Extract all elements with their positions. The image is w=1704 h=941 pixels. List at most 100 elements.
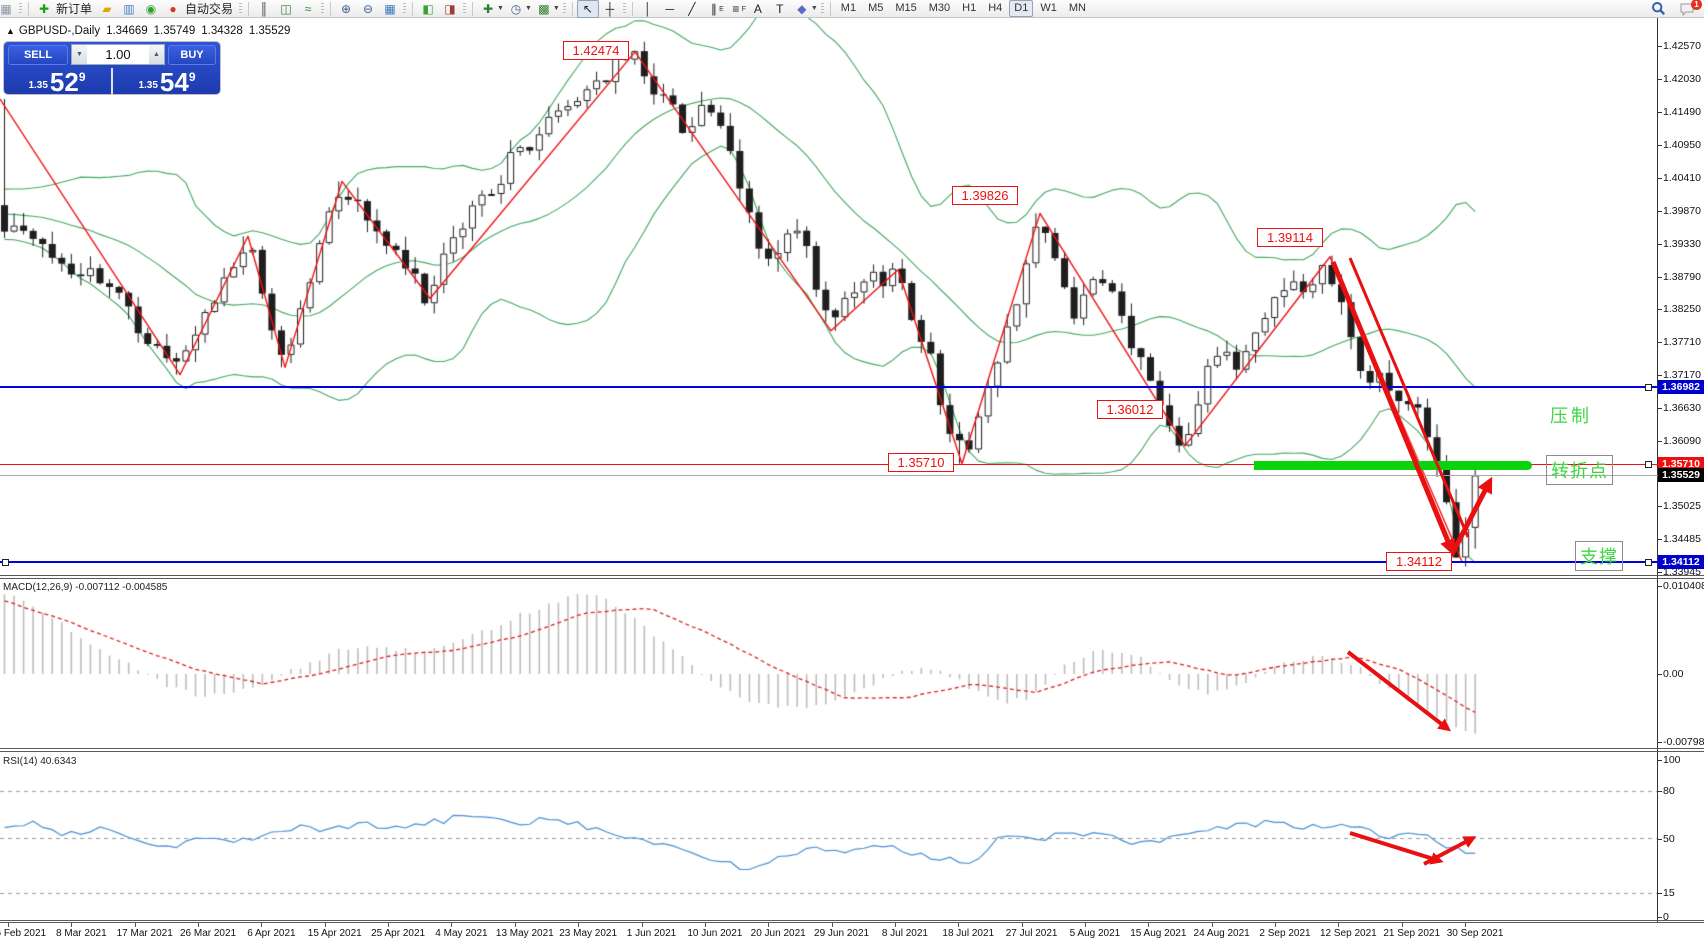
date-label: 4 May 2021 xyxy=(435,928,488,939)
date-tick xyxy=(1148,923,1150,927)
support-line-1.34112[interactable] xyxy=(0,561,1658,563)
date-label: 2 Sep 2021 xyxy=(1259,928,1311,939)
quote-collapse-toggle[interactable]: ▲ xyxy=(6,26,15,36)
date-label: 1 Jun 2021 xyxy=(626,928,677,939)
support-line-1.34112-handle[interactable] xyxy=(1645,558,1652,566)
price-axis-tick: 1.39870 xyxy=(1658,204,1701,217)
date-tick xyxy=(71,923,73,927)
swing-price-tag-1.39114[interactable]: 1.39114 xyxy=(1257,228,1323,247)
price-axis-tick: 1.41490 xyxy=(1658,105,1701,118)
date-tick xyxy=(831,923,833,927)
price-axis-tick: 1.37170 xyxy=(1658,369,1701,382)
buy-price-big: 54 xyxy=(159,67,189,97)
price-axis-tick: 1.37710 xyxy=(1658,336,1701,349)
turning-point-highlight-bar[interactable] xyxy=(1254,461,1532,470)
sell-button[interactable]: SELL xyxy=(8,45,68,65)
date-tick xyxy=(1465,923,1467,927)
ohlc-high: 1.35749 xyxy=(153,25,196,37)
date-tick xyxy=(1338,923,1340,927)
date-label: 20 Jun 2021 xyxy=(750,928,806,939)
date-tick xyxy=(1275,923,1276,927)
date-label: 8 Mar 2021 xyxy=(56,928,107,939)
price-axis-tick: 1.36090 xyxy=(1658,435,1701,448)
resistance-line-1.36982[interactable] xyxy=(0,386,1658,388)
price-badge-1.35529: 1.35529 xyxy=(1658,468,1704,483)
date-tick xyxy=(894,923,896,927)
date-label: 29 Jun 2021 xyxy=(814,928,870,939)
chart-title-bar: ▲ GBPUSD-,Daily 1.34669 1.35749 1.34328 1.355… xyxy=(6,25,290,37)
support-note[interactable]: 支撑 xyxy=(1575,541,1623,571)
volume-value[interactable]: 1.00 xyxy=(105,47,131,62)
volume-decrease-button[interactable]: ▼ xyxy=(72,45,87,64)
macd-axis-tick: 0.00 xyxy=(1657,668,1684,680)
date-label: 12 Sep 2021 xyxy=(1319,928,1377,939)
swing-price-tag-1.35710[interactable]: 1.35710 xyxy=(888,453,954,472)
date-tick xyxy=(641,923,643,927)
date-label: 25 Apr 2021 xyxy=(371,928,426,939)
swing-price-tag-1.42474[interactable]: 1.42474 xyxy=(563,41,629,60)
macd-axis-tick: -0.007985 xyxy=(1657,736,1704,748)
date-tick xyxy=(704,923,706,927)
rsi-indicator-label: RSI(14) 40.6343 xyxy=(3,756,77,767)
price-axis-tick: 1.42570 xyxy=(1658,40,1701,52)
date-tick xyxy=(324,923,326,927)
sell-price-prefix: 1.35 xyxy=(28,80,48,91)
support-line-1.34112-left-handle[interactable] xyxy=(2,558,9,566)
date-tick xyxy=(1211,923,1213,927)
turning-line-1.35710[interactable] xyxy=(0,463,1658,466)
swing-price-tag-1.39826[interactable]: 1.39826 xyxy=(952,186,1018,205)
price-axis-tick: 1.39330 xyxy=(1658,237,1701,250)
date-label: 15 Aug 2021 xyxy=(1130,928,1187,939)
pane-separator xyxy=(0,748,1704,749)
turning-line-1.35710-handle[interactable] xyxy=(1645,461,1652,469)
date-tick xyxy=(451,923,453,927)
date-label: 27 Jul 2021 xyxy=(1005,928,1058,939)
swing-price-tag-1.36012[interactable]: 1.36012 xyxy=(1097,400,1163,419)
date-label: 26 Feb 2021 xyxy=(0,928,47,939)
date-tick xyxy=(388,923,390,927)
date-label: 5 Aug 2021 xyxy=(1069,928,1121,939)
date-label: 13 May 2021 xyxy=(495,928,554,939)
date-label: 17 Mar 2021 xyxy=(116,928,173,939)
date-tick xyxy=(198,923,200,927)
date-label: 30 Sep 2021 xyxy=(1446,928,1504,939)
rsi-axis-tick: 0 xyxy=(1658,911,1669,923)
turning-point-note[interactable]: 转折点 xyxy=(1546,455,1613,485)
date-label: 6 Apr 2021 xyxy=(247,928,296,939)
swing-price-tag-1.34112[interactable]: 1.34112 xyxy=(1386,552,1452,571)
sell-price-button[interactable]: 1.35 52 9 xyxy=(4,67,110,97)
date-tick xyxy=(261,923,263,927)
rsi-axis-tick: 15 xyxy=(1658,887,1675,900)
ohlc-open: 1.34669 xyxy=(106,25,148,37)
ohlc-close: 1.35529 xyxy=(248,25,291,37)
price-axis-tick: 1.35025 xyxy=(1658,500,1701,513)
price-badge-1.35710: 1.35710 xyxy=(1658,457,1704,472)
pane-bottom-line xyxy=(0,922,1704,923)
price-badge-1.36982: 1.36982 xyxy=(1658,379,1704,394)
price-axis-tick: 1.42030 xyxy=(1658,72,1701,85)
date-axis: 26 Feb 2021 8 Mar 2021 17 Mar 2021 26 Mar 2… xyxy=(0,923,1704,941)
price-badge-1.34112: 1.34112 xyxy=(1658,554,1704,569)
price-axis-tick: 1.38790 xyxy=(1658,270,1701,283)
price-axis-tick: 1.38250 xyxy=(1658,303,1701,316)
resistance-line-1.36982-handle[interactable] xyxy=(1645,383,1652,391)
macd-axis-tick: 0.010408 xyxy=(1658,580,1704,592)
sell-price-big: 52 xyxy=(49,67,79,97)
rsi-axis-tick: 50 xyxy=(1658,832,1675,845)
current-price-line[interactable] xyxy=(0,474,1658,476)
date-label: 21 Sep 2021 xyxy=(1383,928,1441,939)
buy-price-button[interactable]: 1.35 54 9 xyxy=(114,67,220,97)
volume-increase-button[interactable]: ▲ xyxy=(149,45,164,64)
volume-stepper: ▼ 1.00 ▲ xyxy=(71,44,165,65)
date-tick xyxy=(768,923,770,927)
price-axis-tick: 1.36630 xyxy=(1658,402,1701,415)
price-axis-divider xyxy=(1657,18,1658,923)
date-label: 18 Jul 2021 xyxy=(942,928,995,939)
buy-button[interactable]: BUY xyxy=(168,45,216,65)
resistance-note[interactable]: 压制 xyxy=(1550,406,1592,426)
symbol-period-title: GBPUSD-,Daily xyxy=(18,25,101,37)
date-tick xyxy=(514,923,516,927)
pane-bottom-line xyxy=(0,920,1704,921)
